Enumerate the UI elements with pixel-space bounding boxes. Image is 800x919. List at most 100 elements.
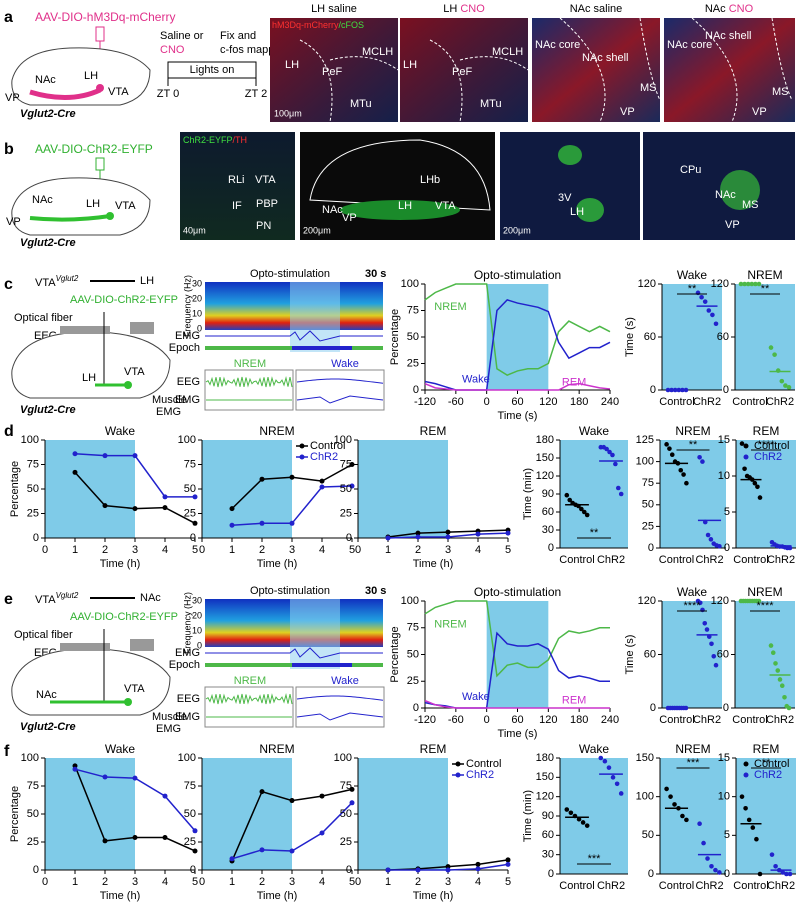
legend-swatch [743,772,749,778]
data-point [678,467,684,473]
data-point [192,828,198,834]
protocol-text: Fix and [220,30,256,42]
y-tick-label: 100 [334,752,352,764]
data-point [705,856,710,861]
data-point [711,653,717,659]
region-label: MCLH [492,46,523,58]
y-tick-label: 120 [638,595,656,607]
diagram-text: Optical fiber [14,629,73,641]
y-tick-label: 100 [178,434,196,446]
y-tick-label: 60 [717,331,729,343]
data-point [664,442,669,447]
data-point [415,530,421,536]
recording-text: EMG [175,647,200,659]
data-point [349,462,355,467]
y-tick-label: 0 [413,384,419,396]
y-tick-label: 50 [27,808,39,820]
legend-swatch [743,454,749,460]
data-point [579,506,584,512]
data-point [700,459,705,464]
y-tick-label: 50 [642,499,654,511]
x-tick-label: 2 [415,544,421,556]
x-tick-label: 0 [199,876,205,888]
image-title: LH saline [311,3,357,15]
region-label: VTA [255,174,276,186]
data-point [779,683,785,689]
legend-label: Control [754,758,789,770]
data-point [319,484,325,490]
stim-shade [202,440,292,538]
y-tick-label: 60 [644,648,656,660]
data-point [319,478,325,484]
data-point [618,491,624,497]
x-tick-label: -60 [448,714,464,726]
diagram-text: EMG [156,723,181,735]
x-tick-label: Control [732,396,767,408]
brain-label: VTA [108,86,129,98]
data-point [72,766,78,772]
region-label: LH [398,200,412,212]
x-tick-label: ChR2 [693,396,721,408]
panel-label: b [4,141,14,158]
data-point [505,857,511,863]
region-label: CPu [680,164,701,176]
y-tick-label: 15 [718,434,730,446]
data-point [289,798,295,804]
x-tick-label: Control [559,554,594,566]
y-tick-label: 25 [27,507,39,519]
data-point [162,835,168,841]
fluorescence [576,198,604,222]
data-point [700,607,705,613]
y-tick-label: 50 [407,648,419,660]
significance-label: **** [756,600,774,612]
significance-label: **** [683,600,701,612]
x-tick-label: 0 [355,876,361,888]
data-point [568,810,574,816]
data-point [319,830,325,836]
data-point [667,446,672,451]
series-label: Wake [462,373,490,385]
data-point [584,823,590,828]
region-label: VP [620,106,635,118]
data-point [615,485,621,491]
data-point [445,867,451,873]
x-tick-label: 3 [132,876,138,888]
y-tick-label: 75 [407,304,419,316]
x-tick-label: 3 [289,544,295,556]
trace-box [295,369,385,411]
region-label: 3V [558,192,572,204]
x-tick-label: 180 [570,396,588,408]
data-point [701,840,706,846]
scale-bar-label: 200μm [303,225,331,235]
plot-background [560,440,628,548]
data-point [702,299,708,304]
pathway-label: VTAVglut2 [35,274,79,289]
data-point [580,820,586,825]
x-tick-label: 2 [415,876,421,888]
fluorescence [720,170,760,210]
data-point [598,755,604,761]
chart-title: Opto-stimulation [474,268,561,282]
data-point [780,870,786,875]
diagram-text: AAV-DIO-ChR2-EYFP [70,294,178,306]
region-label: VP [752,106,767,118]
protocol-text: ZT 2 [245,88,267,100]
legend-label: ChR2 [310,451,338,463]
projection [29,214,111,222]
data-point [505,861,511,867]
y-tick-label: 0 [190,532,196,544]
injection-site [124,698,132,706]
data-point [259,476,265,482]
x-tick-label: 240 [601,714,619,726]
region-label: VTA [435,200,456,212]
x-tick-label: ChR2 [766,714,794,726]
y-tick-label: 0 [346,532,352,544]
data-point [162,793,168,799]
recording-text: NREM [234,358,266,370]
data-point [385,535,391,541]
recording-text: NREM [234,675,266,687]
x-tick-label: Control [659,714,694,726]
x-tick-label: 1 [385,876,391,888]
data-point [132,506,138,512]
injection-site [124,381,132,389]
